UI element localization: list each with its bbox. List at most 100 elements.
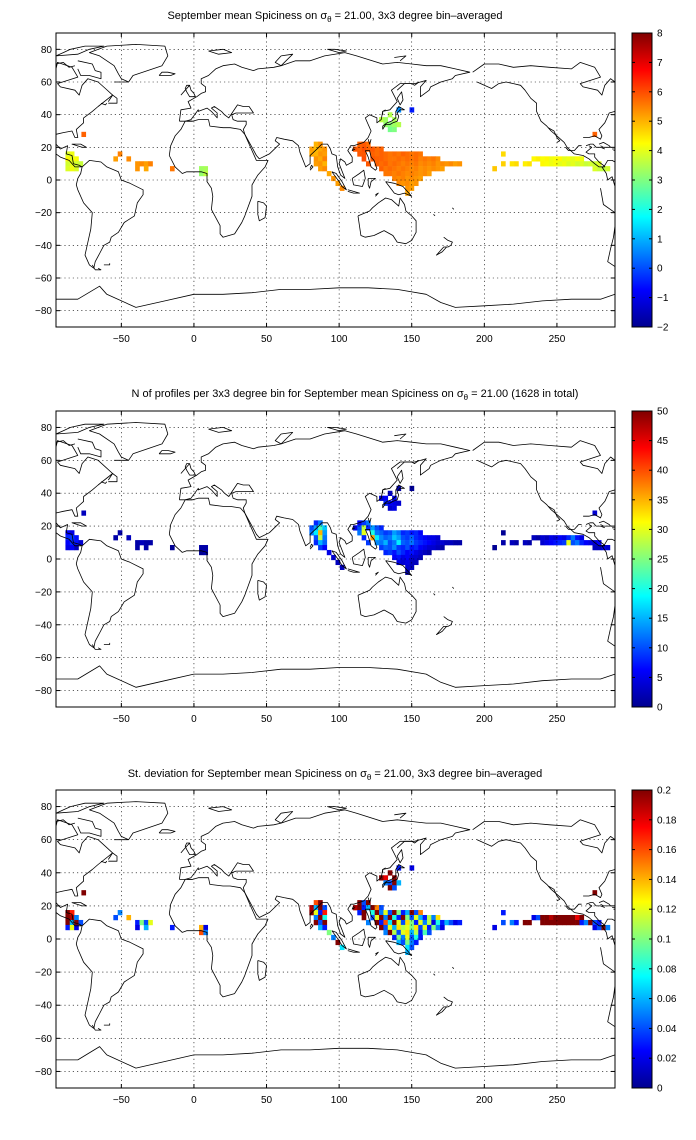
coastline (452, 207, 455, 210)
data-cell (535, 914, 541, 921)
data-cell (596, 161, 602, 167)
data-cell (400, 161, 406, 167)
data-cell (422, 549, 428, 556)
data-cell (418, 914, 423, 921)
data-cell (126, 914, 132, 921)
data-cell (418, 924, 423, 931)
colorbar-tick-label: 20 (657, 584, 669, 595)
data-cell (387, 505, 393, 511)
data-cell (413, 934, 419, 941)
data-cell (418, 919, 423, 926)
coastline (598, 520, 611, 527)
data-cell (548, 919, 554, 926)
data-cell (418, 545, 423, 551)
coastline (375, 571, 379, 576)
data-cell (444, 540, 450, 546)
y-tick-label: −40 (35, 1001, 52, 1012)
data-cell (335, 939, 341, 946)
data-cell (322, 525, 328, 531)
data-cell (405, 545, 410, 551)
data-cell (596, 545, 602, 551)
data-cell (374, 146, 380, 152)
x-tick-label: 0 (191, 1095, 197, 1106)
coastline (347, 948, 360, 953)
data-cell (396, 540, 402, 546)
coastline (357, 197, 417, 245)
data-cell (562, 540, 567, 546)
coastline (309, 164, 314, 171)
data-cell (400, 540, 406, 546)
data-cell (318, 156, 323, 162)
data-cell (365, 905, 371, 911)
coastline (585, 902, 605, 908)
x-tick-label: 50 (261, 334, 273, 345)
data-cell (392, 910, 397, 916)
data-cell (544, 161, 550, 167)
data-cell (361, 525, 367, 531)
coastline (257, 200, 267, 222)
data-cell (596, 166, 602, 172)
data-cell (422, 171, 428, 177)
colorbar-tick-label: 35 (657, 495, 669, 506)
data-cell (557, 535, 563, 541)
data-cell (444, 919, 450, 926)
data-cell (457, 161, 463, 167)
data-cell (392, 535, 397, 541)
data-cell (605, 545, 611, 551)
colorbar: 0.2 0.18 0.16 0.14 0.12 0.1 0.08 0.06 0.04 0.02 0 (631, 786, 677, 1095)
data-cell (400, 175, 406, 182)
x-tick-label: 250 (549, 714, 566, 725)
data-cell (392, 934, 397, 941)
data-cell (74, 924, 79, 931)
data-cell (453, 540, 458, 546)
coastline (548, 506, 561, 522)
coastline (585, 145, 616, 187)
data-cell (203, 549, 209, 556)
data-cell (579, 161, 585, 167)
coastline (55, 45, 105, 57)
colorbar-tick-label: 0.04 (657, 1024, 677, 1035)
coastline (585, 524, 616, 566)
data-cell (383, 151, 389, 157)
data-cell (400, 545, 406, 551)
x-tick-label: −50 (113, 1095, 130, 1106)
data-cell (392, 530, 397, 536)
data-cell (357, 905, 362, 911)
data-cell (566, 540, 572, 546)
coastline (89, 801, 169, 841)
x-tick-label: 50 (261, 1095, 273, 1106)
data-cell (413, 175, 419, 182)
coastline (103, 1023, 111, 1026)
data-cell (148, 919, 153, 926)
data-cell (553, 535, 558, 541)
data-cell (413, 549, 419, 556)
panel-mean: September mean Spiciness on σθ = 21.00, … (35, 10, 669, 345)
y-tick-label: 40 (41, 489, 53, 500)
coastline (364, 529, 378, 550)
colorbar-tick-label: 50 (657, 407, 669, 418)
data-cell (418, 166, 423, 172)
data-cell (387, 156, 393, 162)
data-cell (544, 535, 550, 541)
data-cell (409, 485, 415, 492)
data-cell (540, 540, 545, 546)
coastline (55, 1046, 616, 1069)
data-cell (405, 934, 410, 941)
coastline (71, 143, 87, 148)
data-cell (570, 540, 576, 546)
colorbar-gradient (632, 33, 652, 327)
coastline (347, 189, 360, 194)
data-cell (431, 156, 436, 162)
data-cell (383, 549, 389, 556)
data-cell (405, 175, 410, 182)
data-cell (413, 535, 419, 541)
data-cell (387, 171, 393, 177)
data-cell (400, 554, 406, 561)
coastline (274, 53, 294, 67)
data-cell (392, 924, 397, 931)
data-cell (566, 919, 572, 926)
data-cell (392, 880, 397, 886)
colorbar-gradient (632, 411, 652, 707)
data-cell (409, 865, 415, 871)
data-cell (65, 535, 71, 541)
